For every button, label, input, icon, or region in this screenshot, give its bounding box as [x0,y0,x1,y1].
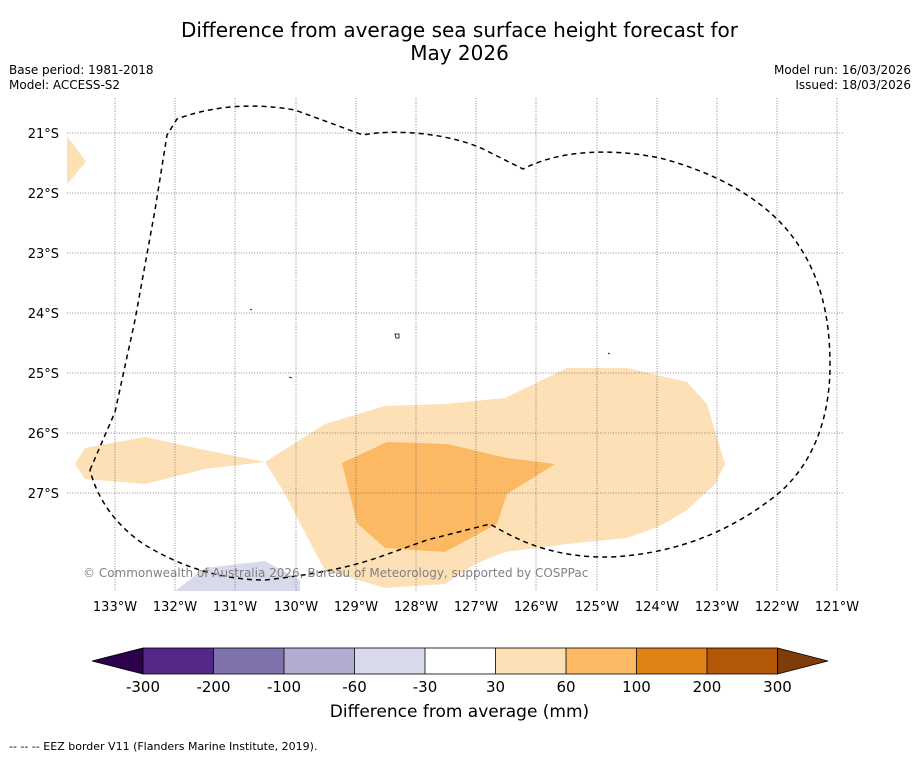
lon-label: 126°W [514,600,558,615]
lon-label: 127°W [454,600,498,615]
colorbar-segment [213,648,284,674]
longitude-gridlines [114,98,838,591]
colorbar-segment [707,648,778,674]
lat-label: 27°S [28,487,59,502]
lat-label: 23°S [28,247,59,262]
eez-legend-note: -- -- -- EEZ border V11 (Flanders Marine… [9,740,318,753]
colorbar-tick: 30 [486,678,505,696]
lon-label: 128°W [394,600,438,615]
colorbar-tick: -100 [267,678,301,696]
colorbar-segment [284,648,355,674]
colorbar-segment [636,648,707,674]
lon-label: 133°W [93,600,137,615]
title-line-2: May 2026 [410,41,509,65]
colorbar-arrow-high [777,647,829,675]
colorbar-tick: -60 [342,678,367,696]
colorbar-segment [143,648,214,674]
colorbar-segment [354,648,425,674]
lon-label: 121°W [815,600,859,615]
lon-label: 129°W [334,600,378,615]
latitude-tick-labels: 21°S 22°S 23°S 24°S 25°S 26°S 27°S [28,127,59,502]
colorbar-segment [425,648,496,674]
colorbar-tick: 100 [622,678,651,696]
island-marker [394,333,400,339]
colorbar-tick: 60 [556,678,575,696]
colorbar-arrow-low [91,647,144,675]
anomaly-30-60-area-west [67,136,86,184]
issued-date: Issued: 18/03/2026 [795,78,911,92]
anomaly-negative-30-60-area [175,561,300,591]
copyright-notice: © Commonwealth of Australia 2026, Bureau… [83,566,588,580]
map-title: Difference from average sea surface heig… [0,19,919,65]
lon-label: 130°W [274,600,318,615]
colorbar-tick: -300 [126,678,160,696]
colorbar-tick: 300 [763,678,792,696]
lat-label: 22°S [28,187,59,202]
colorbar-dividers [213,648,708,674]
lon-label: 123°W [695,600,739,615]
base-period: Base period: 1981-2018 [9,63,154,77]
lon-label: 122°W [755,600,799,615]
lat-label: 26°S [28,427,59,442]
map-plot-area [67,136,725,591]
meta-right: Model run: 16/03/2026 Issued: 18/03/2026 [774,63,911,93]
meta-left: Base period: 1981-2018 Model: ACCESS-S2 [9,63,154,93]
anomaly-60-100-area [342,442,555,552]
model-name: Model: ACCESS-S2 [9,78,121,92]
lat-label: 21°S [28,127,59,142]
colorbar-segment [566,648,637,674]
colorbar-tick: 200 [693,678,722,696]
island-marker [607,352,611,355]
title-line-1: Difference from average sea surface heig… [180,18,739,42]
model-run: Model run: 16/03/2026 [773,63,911,77]
lon-label: 125°W [575,600,619,615]
island-marker [249,308,253,311]
island-marker [288,376,293,379]
colorbar-tick: -30 [413,678,438,696]
colorbar-segment [495,648,566,674]
longitude-tick-labels: 133°W 132°W 131°W 130°W 129°W 128°W 127°… [93,600,859,615]
colorbar-label: Difference from average (mm) [329,702,590,722]
eez-border [89,105,831,581]
colorbar-outline [142,647,778,675]
latitude-gridlines [67,132,843,494]
colorbar-tick: -200 [196,678,230,696]
lon-label: 124°W [635,600,679,615]
lat-label: 24°S [28,307,59,322]
lon-label: 132°W [153,600,197,615]
lat-label: 25°S [28,367,59,382]
lon-label: 131°W [213,600,257,615]
colorbar-tick-labels: -300 -200 -100 -60 -30 30 60 100 200 300 [126,678,792,696]
